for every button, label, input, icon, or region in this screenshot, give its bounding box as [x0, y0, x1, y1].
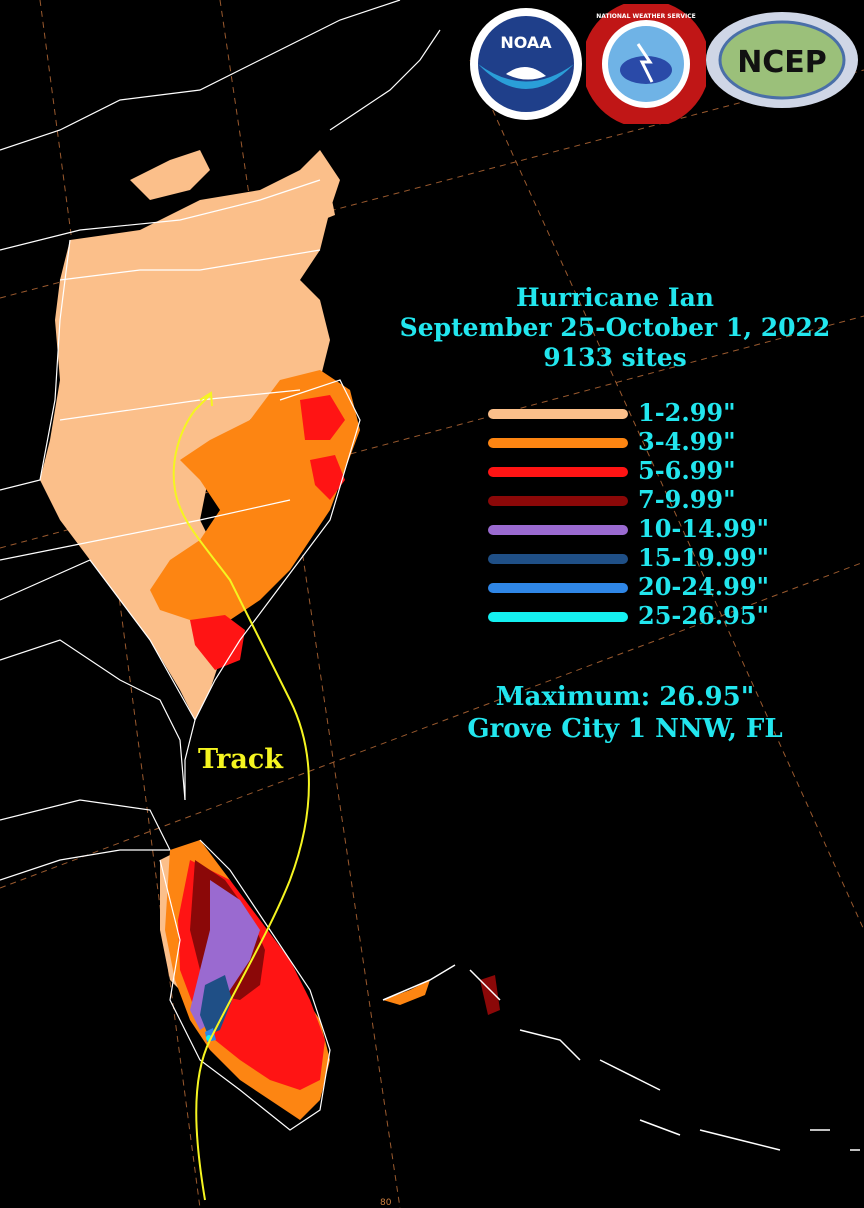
- rain-15-20: [200, 975, 232, 1035]
- ncep-logo: NCEP: [704, 4, 860, 124]
- noaa-logo-text: NOAA: [500, 33, 552, 52]
- title-date-range: September 25-October 1, 2022: [399, 313, 831, 342]
- legend-label: 15-19.99": [638, 543, 770, 572]
- track-label: Track: [198, 744, 283, 775]
- islands: [382, 964, 860, 1151]
- legend-swatch: [488, 409, 628, 419]
- legend-swatch: [488, 583, 628, 593]
- track-arrowhead: [199, 391, 213, 407]
- legend-label: 3-4.99": [638, 427, 736, 456]
- legend-swatch: [488, 612, 628, 622]
- maximum-info: Maximum: 26.95" Grove City 1 NNW, FL: [420, 681, 830, 745]
- legend-label: 7-9.99": [638, 485, 736, 514]
- title-storm-name: Hurricane Ian: [516, 283, 714, 312]
- storm-track: [172, 394, 310, 1201]
- legend-swatch: [488, 496, 628, 506]
- legend-label: 5-6.99": [638, 456, 736, 485]
- legend-swatch: [488, 438, 628, 448]
- legend-label: 10-14.99": [638, 514, 770, 543]
- maximum-location: Grove City 1 NNW, FL: [467, 714, 783, 744]
- legend-swatch: [488, 525, 628, 535]
- noaa-logo: NOAA: [466, 4, 586, 124]
- legend-label: 20-24.99": [638, 572, 770, 601]
- longitude-label: 80: [380, 1198, 392, 1208]
- legend-label: 1-2.99": [638, 398, 736, 427]
- maximum-value: Maximum: 26.95": [495, 682, 755, 712]
- legend-label: 25-26.95": [638, 601, 770, 630]
- map-title: Hurricane Ian September 25-October 1, 20…: [390, 283, 840, 373]
- title-site-count: 9133 sites: [543, 343, 687, 372]
- nws-logo: NATIONAL WEATHER SERVICE: [582, 0, 710, 128]
- legend-swatch: [488, 467, 628, 477]
- ncep-logo-text: NCEP: [737, 45, 827, 80]
- boundaries: [0, 0, 441, 1131]
- legend-swatch: [488, 554, 628, 564]
- nws-logo-text: NATIONAL WEATHER SERVICE: [596, 13, 695, 20]
